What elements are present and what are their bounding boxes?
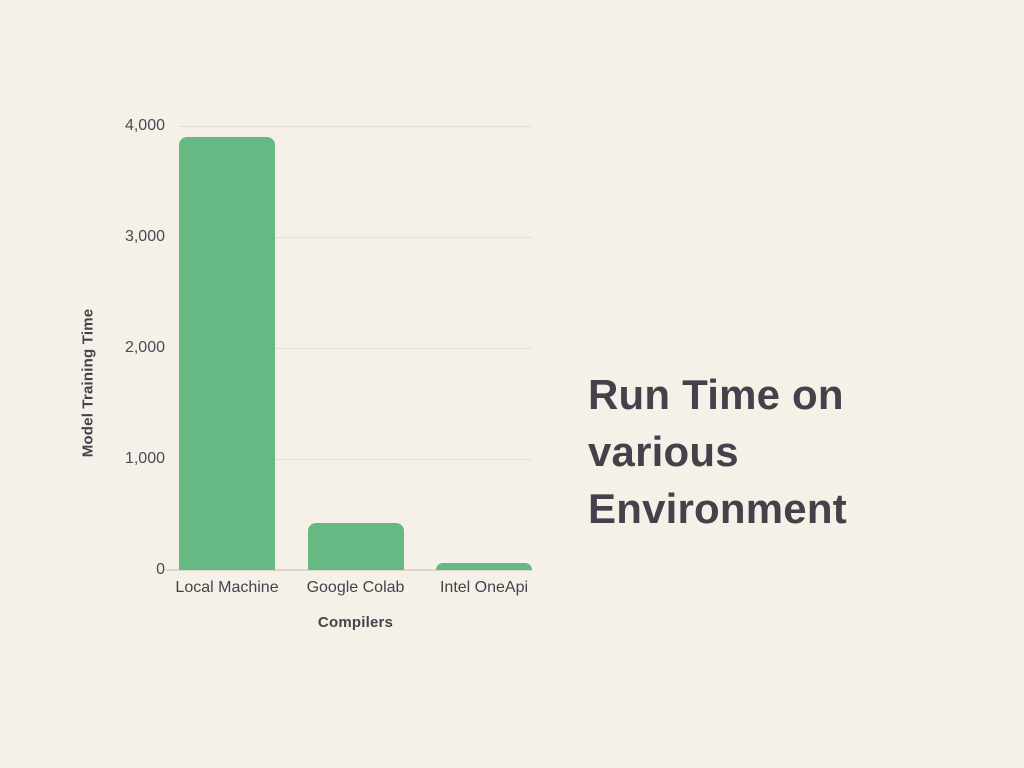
x-category-label: Intel OneApi xyxy=(439,579,529,596)
bar-local-machine xyxy=(179,137,275,570)
gridline xyxy=(179,237,532,238)
y-tick-label: 3,000 xyxy=(124,228,165,245)
gridline xyxy=(179,126,532,127)
x-category-label: Google Colab xyxy=(306,579,405,596)
y-tick-labels: 0 1,000 2,000 3,000 4,000 xyxy=(40,117,165,578)
gridline xyxy=(179,348,532,349)
plot-area xyxy=(166,126,532,571)
bar-intel-oneapi xyxy=(436,563,532,570)
y-tick-label: 4,000 xyxy=(124,117,165,134)
x-category-label: Local Machine xyxy=(175,579,279,596)
y-tick-label: 2,000 xyxy=(124,339,165,356)
x-axis-line xyxy=(166,569,532,571)
x-axis-title: Compilers xyxy=(317,614,394,631)
bar-google-colab xyxy=(307,523,404,570)
y-tick-label: 0 xyxy=(156,561,165,578)
x-category-labels: Local Machine Google Colab Intel OneApi xyxy=(175,579,532,601)
y-tick-label: 1,000 xyxy=(124,450,165,467)
gridline xyxy=(179,459,532,460)
chart-title: Run Time on various Environment xyxy=(588,371,847,532)
